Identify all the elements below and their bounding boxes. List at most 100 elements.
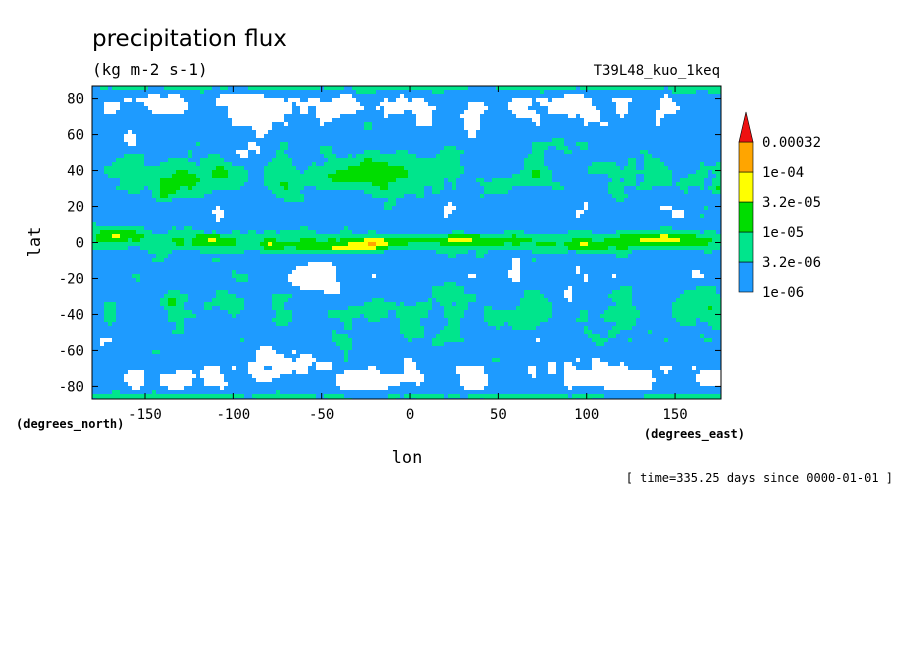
contour-cell-2333: [576, 142, 581, 147]
contour-cell-3208: [284, 166, 289, 171]
contour-cell-4302: [236, 194, 241, 199]
contour-cell-3523: [280, 174, 285, 179]
contour-cell-896: [516, 106, 521, 111]
contour-cell-1668: [444, 126, 449, 131]
contour-cell-3692: [324, 178, 329, 183]
contour-cell-3124: [580, 162, 585, 167]
contour-cell-1720: [652, 126, 657, 131]
contour-cell-285: [600, 90, 605, 95]
contour-cell-4255: [680, 190, 685, 195]
contour-cell-4504: [412, 198, 417, 203]
contour-cell-726: [468, 102, 473, 107]
contour-cell-4562: [644, 198, 649, 203]
contour-cell-1838: [492, 130, 497, 135]
contour-cell-4156: [284, 190, 289, 195]
contour-cell-3093: [456, 162, 461, 167]
contour-cell-2059: [112, 138, 117, 143]
contour-cell-4330: [348, 194, 353, 199]
contour-cell-3882: [452, 182, 457, 187]
contour-cell-3765: [616, 178, 621, 183]
contour-cell-4869: [608, 206, 613, 211]
contour-cell-4573: [688, 198, 693, 203]
contour-cell-756: [588, 102, 593, 107]
contour-cell-1030: [420, 110, 425, 115]
contour-cell-1977: [416, 134, 421, 139]
contour-cell-142: [660, 86, 665, 91]
contour-cell-761: [608, 102, 613, 107]
contour-cell-1637: [320, 126, 325, 131]
contour-cell-1133: [200, 114, 205, 119]
contour-cell-559: [432, 98, 437, 103]
contour-cell-2974: [612, 158, 617, 163]
contour-cell-4496: [380, 198, 385, 203]
contour-cell-4805: [352, 206, 357, 211]
contour-cell-566: [460, 98, 465, 103]
contour-cell-3248: [444, 166, 449, 171]
contour-cell-3280: [572, 166, 577, 171]
contour-cell-1014: [356, 110, 361, 115]
contour-cell-1462: [252, 122, 257, 127]
contour-cell-547: [384, 98, 389, 103]
contour-cell-2503: [624, 146, 629, 151]
contour-cell-171: [144, 90, 149, 95]
contour-cell-3740: [516, 178, 521, 183]
contour-cell-2730: [268, 154, 273, 159]
contour-cell-2762: [396, 154, 401, 159]
contour-cell-4891: [696, 206, 701, 211]
contour-cell-4283: [160, 194, 165, 199]
contour-cell-4404: [644, 194, 649, 199]
contour-cell-4102: [700, 186, 705, 191]
contour-cell-2694: [124, 154, 129, 159]
contour-cell-1635: [312, 126, 317, 131]
contour-cell-3217: [320, 166, 325, 171]
contour-cell-388: [380, 94, 385, 99]
contour-cell-2809: [584, 154, 589, 159]
contour-cell-242: [428, 90, 433, 95]
contour-cell-1960: [348, 134, 353, 139]
contour-cell-1546: [588, 122, 593, 127]
contour-cell-3726: [460, 178, 465, 183]
contour-cell-3407: [448, 170, 453, 175]
contour-cell-1313: [288, 118, 293, 123]
contour-cell-4910: [140, 210, 145, 215]
contour-cell-3086: [428, 162, 433, 167]
contour-cell-4817: [400, 206, 405, 211]
contour-cell-1728: [684, 126, 689, 131]
contour-cell-236: [404, 90, 409, 95]
contour-cell-3778: [668, 178, 673, 183]
contour-cell-2824: [644, 154, 649, 159]
contour-cell-2572: [268, 150, 273, 155]
contour-cell-402: [436, 94, 441, 99]
contour-cell-663: [216, 102, 221, 107]
contour-cell-605: [616, 98, 621, 103]
contour-cell-501: [200, 98, 205, 103]
contour-cell-1889: [696, 130, 701, 135]
contour-cell-4194: [436, 190, 441, 195]
contour-cell-2069: [152, 138, 157, 143]
contour-cell-536: [340, 98, 345, 103]
contour-cell-1581: [96, 126, 101, 131]
contour-cell-838: [284, 106, 289, 111]
contour-cell-3472: [708, 170, 713, 175]
contour-cell-165: [120, 90, 125, 95]
contour-cell-2248: [236, 142, 241, 147]
contour-cell-4543: [568, 198, 573, 203]
contour-cell-4377: [536, 194, 541, 199]
contour-cell-2051: [712, 134, 717, 139]
contour-cell-1961: [352, 134, 357, 139]
contour-cell-2612: [428, 150, 433, 155]
contour-cell-3955: [112, 186, 117, 191]
contour-cell-4182: [388, 190, 393, 195]
contour-cell-541: [360, 98, 365, 103]
contour-cell-2907: [344, 158, 349, 163]
contour-cell-2145: [456, 138, 461, 143]
contour-cell-3515: [248, 174, 253, 179]
contour-cell-1900: [108, 134, 113, 139]
contour-cell-3020: [164, 162, 169, 167]
contour-cell-2216: [108, 142, 113, 147]
contour-cell-3782: [684, 178, 689, 183]
contour-cell-2317: [512, 142, 517, 147]
contour-cell-2609: [416, 150, 421, 155]
contour-cell-3354: [236, 170, 241, 175]
contour-cell-3494: [164, 174, 169, 179]
